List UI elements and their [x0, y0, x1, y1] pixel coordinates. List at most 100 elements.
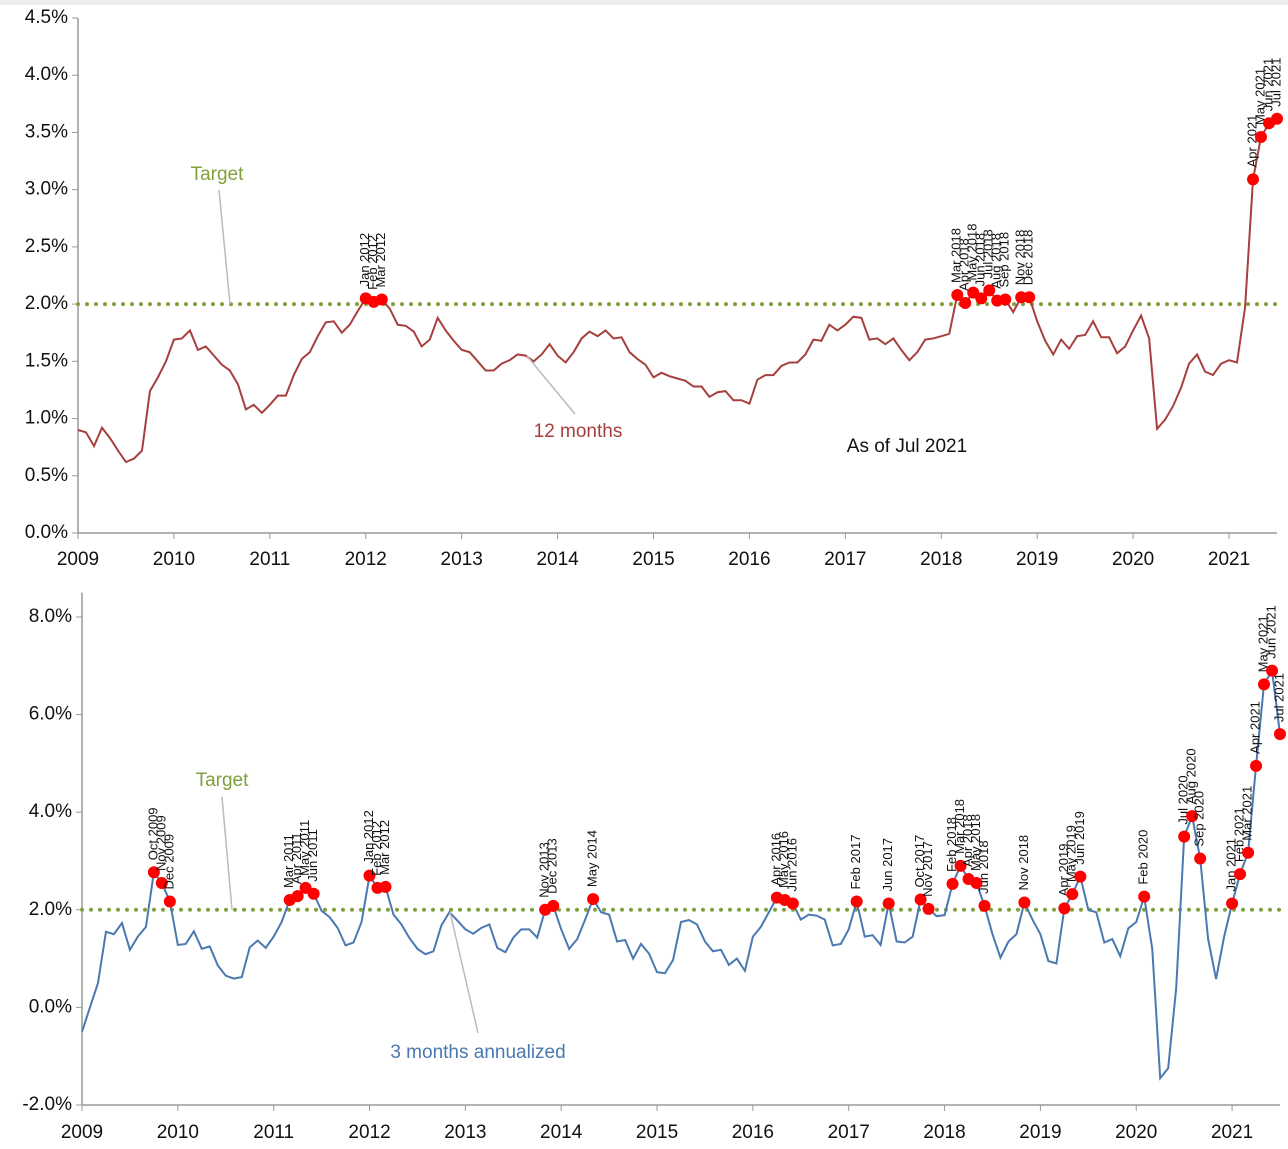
highlight-point [147, 866, 160, 879]
y-tick-label: 3.0% [25, 179, 68, 200]
x-tick-label: 2017 [824, 549, 866, 570]
point-label: Jan 2021 [1224, 838, 1239, 892]
highlight-point [1074, 870, 1087, 883]
y-tick-label: 1.0% [25, 408, 68, 429]
point-label: Jun 2021 [1260, 58, 1275, 112]
point-label: Dec 2018 [1021, 230, 1036, 286]
x-tick-label: 2014 [540, 1122, 583, 1143]
x-tick-label: 2015 [632, 549, 674, 570]
point-label: Apr 2019 [1056, 844, 1071, 897]
highlight-point [375, 293, 388, 306]
y-tick-label: 0.0% [25, 522, 68, 543]
point-label: May 2021 [1252, 68, 1267, 125]
y-tick-label: 0.5% [25, 465, 68, 486]
highlight-point [946, 877, 959, 890]
point-label: Mar 2011 [281, 834, 296, 888]
point-label: Jun 2018 [973, 233, 988, 286]
highlight-point [1186, 810, 1199, 823]
point-label: Aug 2020 [1184, 748, 1199, 804]
point-label: Jul 2018 [981, 229, 996, 278]
highlight-point [1247, 173, 1260, 186]
series-label: 3 months annualized [390, 1042, 565, 1063]
highlight-point [983, 284, 996, 297]
x-tick-label: 2010 [157, 1122, 199, 1143]
y-tick-label: 3.5% [25, 121, 68, 142]
target-label: Target [191, 164, 245, 185]
highlight-point [363, 869, 376, 882]
highlight-point [155, 876, 168, 889]
highlight-point [1274, 728, 1286, 741]
x-tick-label: 2016 [732, 1122, 774, 1143]
x-tick-label: 2013 [444, 1122, 486, 1143]
target-label: Target [196, 770, 250, 791]
highlight-point [1194, 852, 1207, 865]
x-tick-label: 2010 [153, 549, 195, 570]
highlight-point [1066, 888, 1079, 901]
target-leader [218, 189, 231, 305]
highlight-point [547, 899, 560, 912]
x-tick-label: 2012 [345, 549, 387, 570]
series-leader [526, 355, 576, 415]
point-label: Aug 2018 [989, 233, 1004, 289]
point-label: Feb 2017 [848, 835, 863, 890]
point-label: May 2018 [968, 814, 983, 871]
highlight-point [1254, 131, 1267, 144]
point-label: May 2019 [1064, 825, 1079, 882]
top-strip [0, 0, 1288, 5]
x-tick-label: 2018 [923, 1122, 965, 1143]
y-tick-label: 8.0% [29, 606, 72, 627]
x-tick-label: 2019 [1016, 549, 1058, 570]
point-label: Mar 2018 [949, 228, 964, 283]
point-label: Mar 2012 [373, 233, 388, 288]
y-tick-label: 2.5% [25, 236, 68, 257]
point-label: Apr 2021 [1244, 115, 1259, 168]
highlight-point [975, 292, 988, 305]
point-label: Oct 2009 [145, 807, 160, 860]
highlight-point [1257, 678, 1270, 691]
highlight-point [970, 876, 983, 889]
highlight-point [922, 902, 935, 915]
x-tick-label: 2015 [636, 1122, 678, 1143]
point-label: Jun 2019 [1072, 811, 1087, 865]
point-label: Feb 2021 [1231, 807, 1246, 862]
x-tick-label: 2013 [441, 549, 483, 570]
highlight-point [1271, 112, 1283, 125]
x-tick-label: 2014 [536, 549, 579, 570]
highlight-point [954, 859, 967, 872]
x-tick-label: 2011 [253, 1122, 294, 1143]
highlight-point [1018, 896, 1031, 909]
x-tick-label: 2011 [249, 549, 290, 570]
point-label: Oct 2017 [912, 835, 927, 888]
highlight-point [1023, 291, 1036, 304]
y-tick-label: 4.0% [25, 64, 68, 85]
highlight-point [786, 897, 799, 910]
point-label: Jan 2012 [357, 233, 372, 287]
series-leader [449, 911, 479, 1034]
x-tick-label: 2009 [57, 549, 99, 570]
highlight-point [307, 887, 320, 900]
point-label: Apr 2016 [768, 833, 783, 886]
point-label: Jun 2018 [976, 840, 991, 894]
point-label: Nov 2018 [1016, 835, 1031, 891]
point-label: Feb 2012 [365, 235, 380, 290]
point-label: Jun 2011 [305, 829, 320, 882]
highlight-point [1250, 759, 1263, 772]
highlight-point [1242, 846, 1255, 859]
x-tick-label: 2012 [348, 1122, 390, 1143]
highlight-point [951, 288, 964, 301]
x-tick-label: 2016 [728, 549, 770, 570]
y-tick-label: -2.0% [22, 1094, 72, 1115]
point-label: May 2021 [1255, 615, 1270, 672]
highlight-point [999, 293, 1012, 306]
highlight-point [978, 899, 991, 912]
highlight-point [1226, 897, 1239, 910]
point-label: Nov 2013 [537, 842, 552, 898]
point-label: Sep 2018 [997, 232, 1012, 288]
point-label: Feb 2020 [1136, 830, 1151, 885]
point-label: Nov 2017 [920, 841, 935, 897]
highlight-point [291, 890, 304, 903]
point-label: May 2011 [297, 820, 312, 876]
point-label: Jan 2012 [361, 810, 376, 864]
